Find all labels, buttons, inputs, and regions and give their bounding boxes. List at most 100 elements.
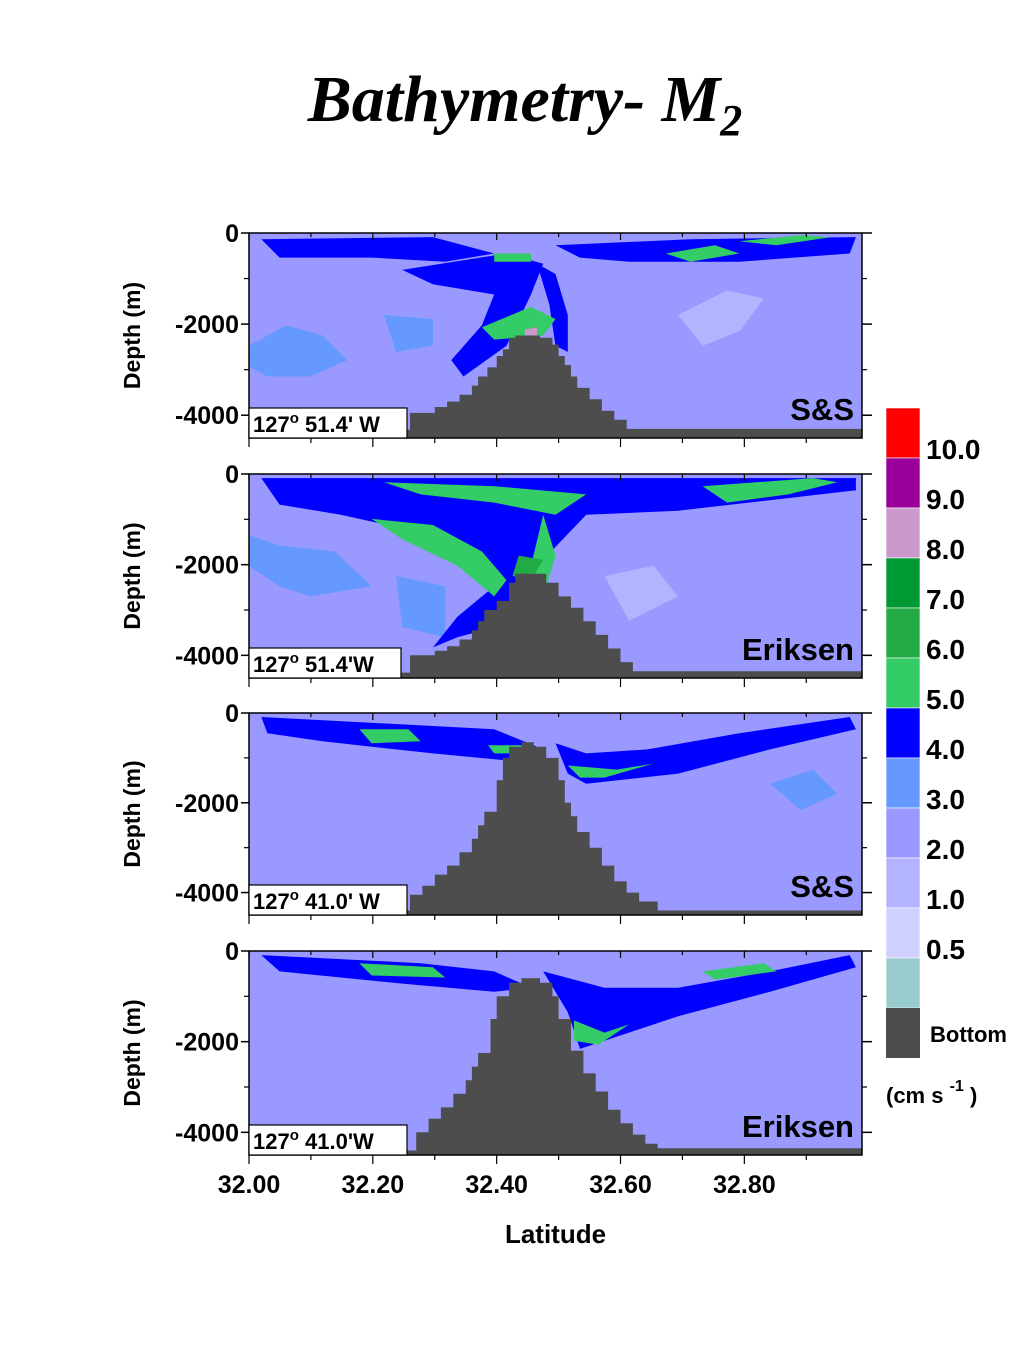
y-axis-label: Depth (m) <box>119 522 145 629</box>
contour-region <box>573 1020 630 1045</box>
chart-title: Bathymetry- M2 <box>0 62 1024 146</box>
location-label: 127o 51.4' W <box>253 410 380 437</box>
location-box <box>248 647 402 679</box>
contour-region <box>537 263 568 352</box>
contour-region <box>359 729 421 744</box>
contour-region <box>396 576 446 638</box>
x-tick-label: 32.40 <box>465 1171 528 1199</box>
location-label: 127o 41.0' W <box>253 887 380 914</box>
colorbar-swatch <box>885 757 921 809</box>
y-tick-label: -2000 <box>175 311 239 339</box>
chart-title-subscript: 2 <box>720 96 743 146</box>
y-tick-label: -2000 <box>175 1029 239 1057</box>
contour-region <box>770 769 838 810</box>
contour-region <box>261 237 495 262</box>
contour-region <box>371 518 507 597</box>
x-axis-label: Latitude <box>505 1219 606 1249</box>
contour-region <box>249 325 348 377</box>
location-box <box>248 1124 408 1156</box>
location-box <box>248 407 408 439</box>
plot-frame <box>248 712 863 916</box>
bathymetry-seafloor <box>249 978 862 1155</box>
colorbar-swatch <box>885 907 921 959</box>
contour-region <box>328 803 433 885</box>
y-axis-label: Depth (m) <box>119 282 145 389</box>
contour-region <box>555 717 856 784</box>
colorbar-swatch <box>885 857 921 909</box>
colorbar-label: 7.0 <box>926 584 965 615</box>
colorbar-label: 8.0 <box>926 534 965 565</box>
panel-1: 0 -2000 -4000 Depth (m) 127o 51.4' W S&S <box>119 220 872 447</box>
plot-frame <box>248 473 863 679</box>
model-label: Eriksen <box>742 1109 854 1144</box>
y-axis-label: Depth (m) <box>119 760 145 867</box>
y-axis-label: Depth (m) <box>119 999 145 1106</box>
contour-region <box>524 327 538 336</box>
colorbar-swatch <box>885 557 921 609</box>
colorbar-label: 3.0 <box>926 784 965 815</box>
contour-region <box>334 1042 421 1125</box>
colorbar-label: 10.0 <box>926 434 981 465</box>
contour-region <box>567 763 654 778</box>
contour-region <box>616 274 844 408</box>
bathymetry-seafloor <box>249 742 862 915</box>
contour-region <box>665 245 740 262</box>
colorbar-label: 0.5 <box>926 934 965 965</box>
colorbar-label: 9.0 <box>926 484 965 515</box>
y-tick-label: 0 <box>225 220 239 248</box>
colorbar-swatch <box>885 507 921 559</box>
contour-region <box>702 814 764 859</box>
bathymetry-seafloor <box>249 573 862 678</box>
contour-region <box>261 478 856 648</box>
panel-4: 0 -2000 -4000 32.00 32.20 32.40 32.60 32.80 Dept… <box>119 938 872 1199</box>
y-tick-label: -2000 <box>175 790 239 818</box>
location-label: 127o 41.0'W <box>253 1127 374 1154</box>
y-tick-label: 0 <box>225 938 239 966</box>
y-tick-label: -4000 <box>175 1119 239 1147</box>
y-tick-label: -4000 <box>175 880 239 908</box>
colorbar-swatch <box>885 407 921 459</box>
colorbar-swatch <box>885 957 921 1009</box>
colorbar-swatch <box>885 657 921 709</box>
contour-region <box>359 963 446 978</box>
colorbar-swatch <box>885 807 921 859</box>
contour-region <box>739 235 832 246</box>
contour-region <box>543 955 856 1049</box>
panel-3: 0 -2000 -4000 Depth (m) 127o 41.0' W S&S <box>119 700 872 924</box>
panel-2: 0 -2000 -4000 Depth (m) 127o 51.4'W Eriksen <box>119 461 872 687</box>
colorbar: 10.0 9.0 8.0 7.0 6.0 5.0 4.0 3.0 2.0 1.0 0.5 Bottom… <box>885 407 1007 1108</box>
y-tick-label: 0 <box>225 461 239 489</box>
chart-title-main: Bathymetry- M <box>307 63 721 136</box>
plot-frame <box>248 232 863 439</box>
colorbar-label: 1.0 <box>926 884 965 915</box>
x-tick-label: 32.00 <box>218 1171 281 1199</box>
y-tick-label: -2000 <box>175 552 239 580</box>
colorbar-label: 5.0 <box>926 684 965 715</box>
x-tick-label: 32.80 <box>713 1171 776 1199</box>
x-tick-label: 32.20 <box>342 1171 405 1199</box>
contour-region <box>383 482 587 515</box>
model-label: S&S <box>790 392 854 427</box>
x-tick-label: 32.60 <box>589 1171 652 1199</box>
contour-region <box>702 963 777 980</box>
contour-region <box>383 315 433 352</box>
model-label: Eriksen <box>742 632 854 667</box>
colorbar-bottom-label: Bottom <box>930 1022 1007 1047</box>
plot-frame <box>248 950 863 1156</box>
y-tick-label: -4000 <box>175 402 239 430</box>
contour-region <box>494 253 531 262</box>
colorbar-swatch <box>886 1008 920 1058</box>
colorbar-swatch <box>885 607 921 659</box>
location-box <box>248 884 408 916</box>
model-label: S&S <box>790 869 854 904</box>
contour-region <box>402 253 544 377</box>
colorbar-swatch <box>885 707 921 759</box>
bathymetry-seafloor <box>249 335 862 438</box>
colorbar-label: 6.0 <box>926 634 965 665</box>
colorbar-swatch <box>885 457 921 509</box>
y-tick-label: 0 <box>225 700 239 728</box>
colorbar-label: 4.0 <box>926 734 965 765</box>
y-tick-label: -4000 <box>175 642 239 670</box>
contour-region <box>604 565 679 621</box>
